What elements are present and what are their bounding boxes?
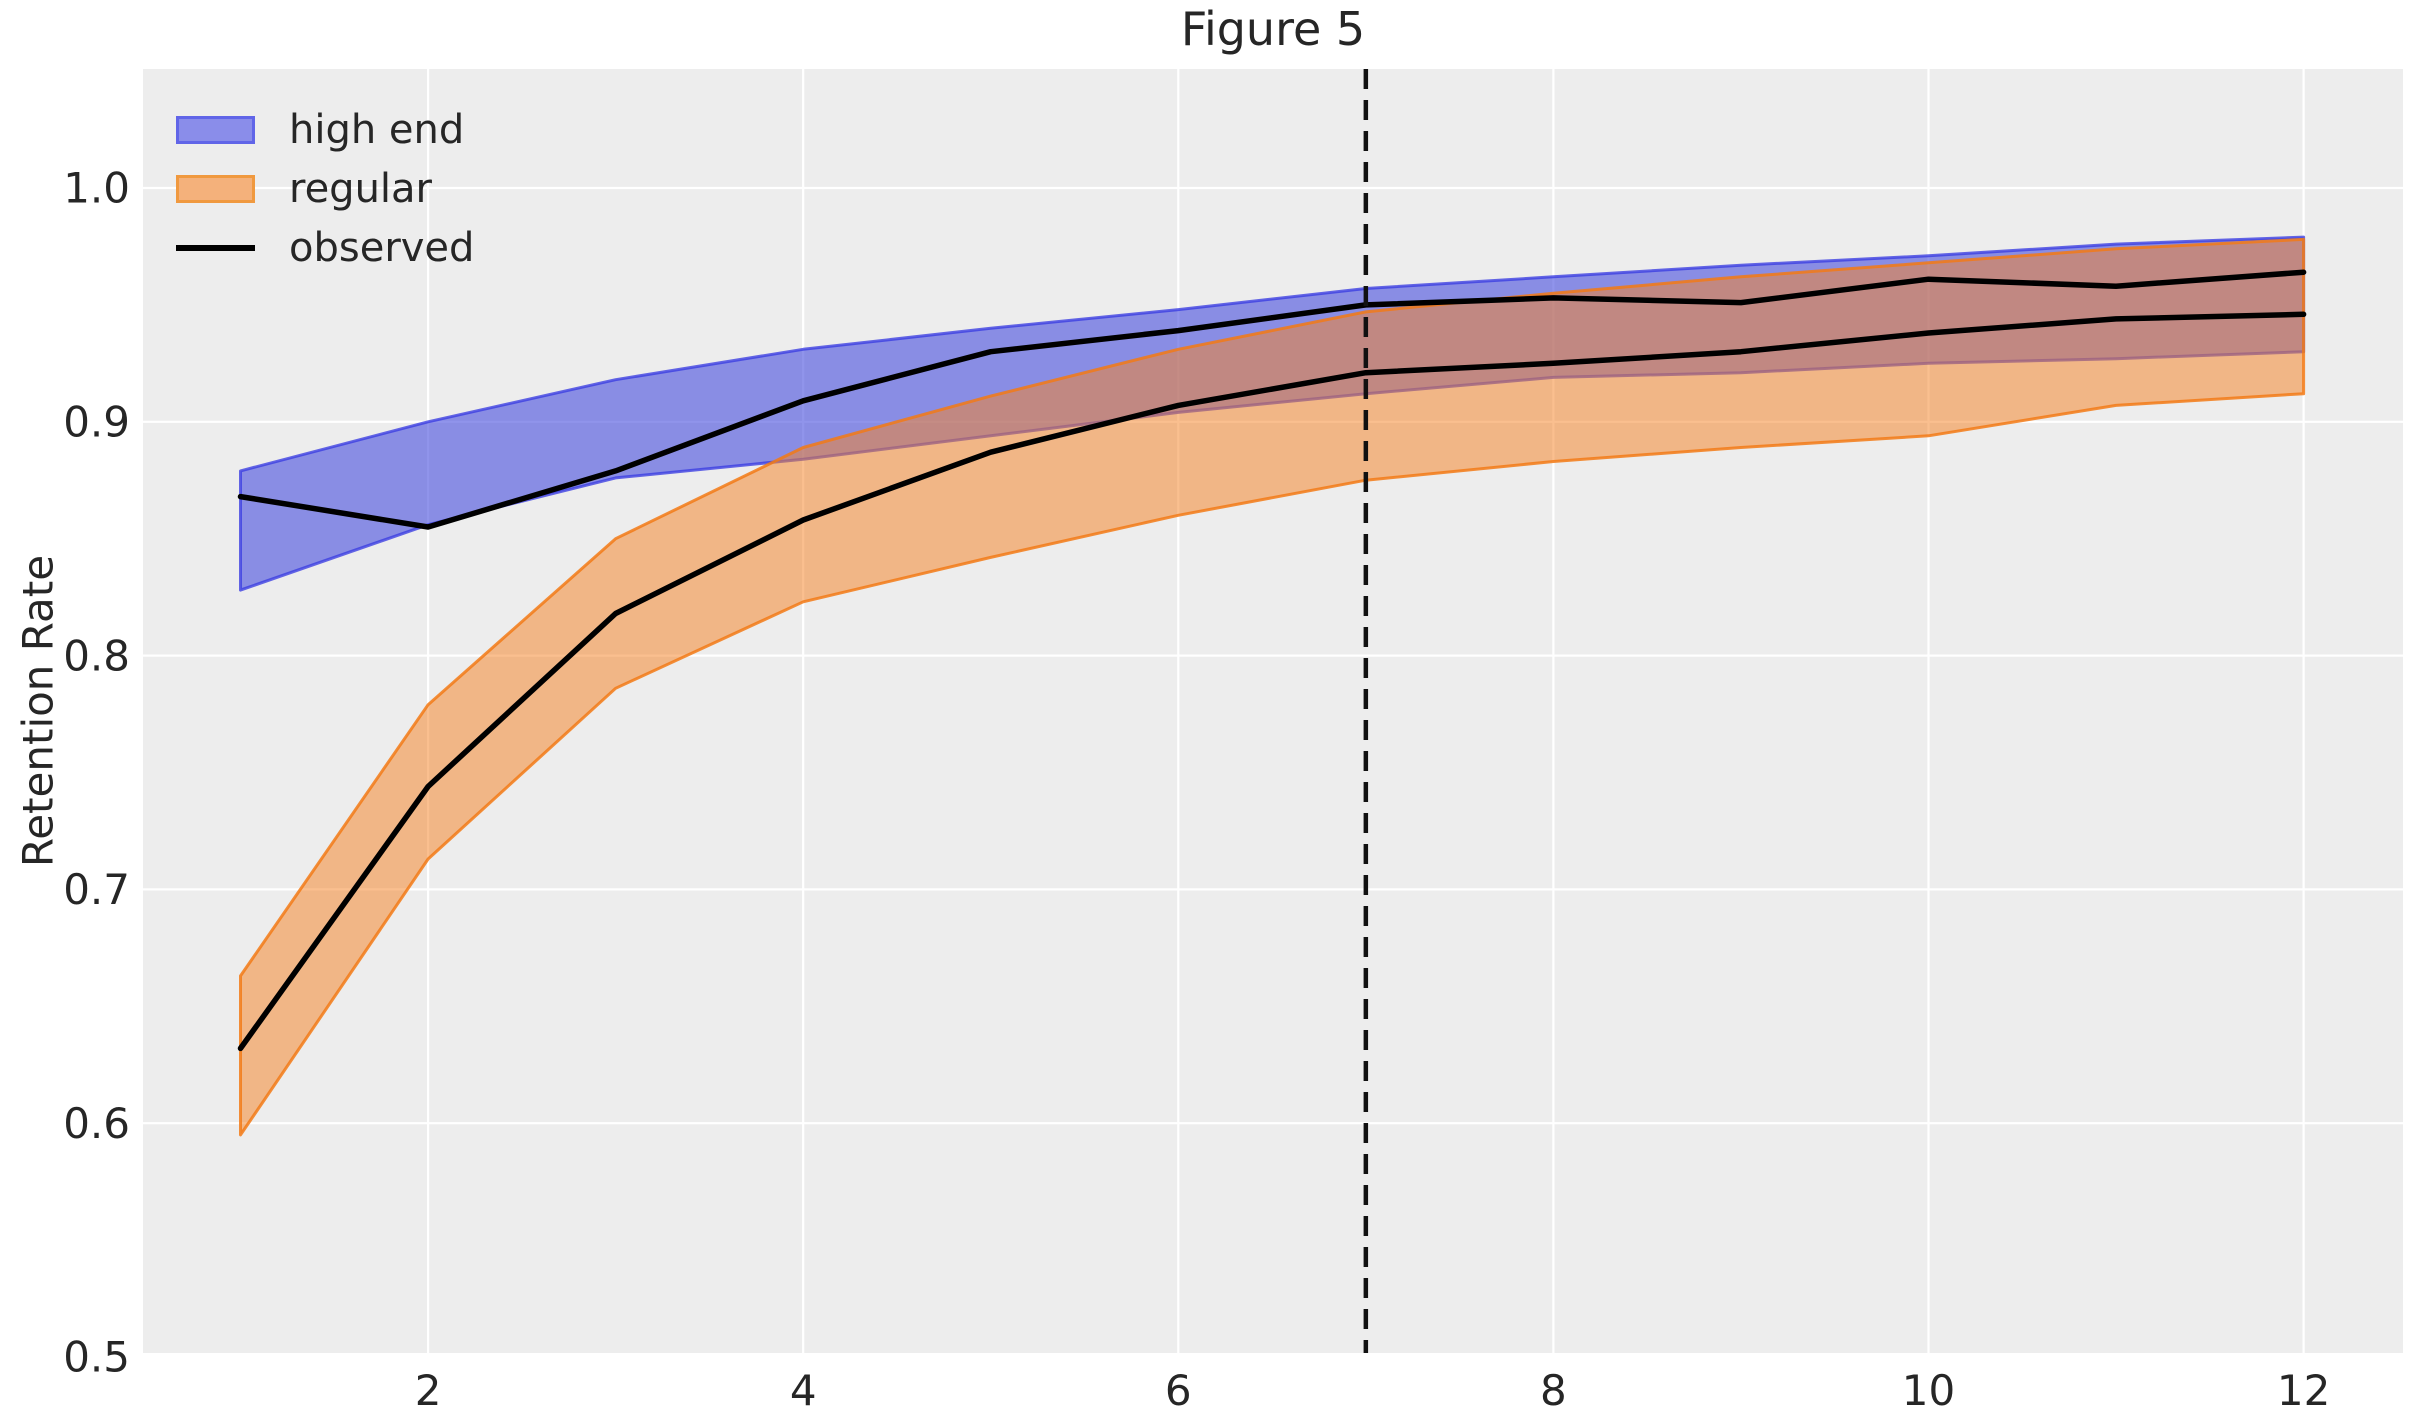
- svg-text:0.9: 0.9: [63, 397, 130, 446]
- legend-label-observed: observed: [289, 224, 475, 271]
- legend-item-high-end: high end: [176, 100, 474, 159]
- svg-text:0.5: 0.5: [63, 1333, 130, 1382]
- svg-text:2: 2: [415, 1366, 442, 1415]
- y-axis-label: Retention Rate: [13, 554, 63, 868]
- svg-text:10: 10: [1902, 1366, 1955, 1415]
- svg-text:12: 12: [2277, 1366, 2330, 1415]
- svg-text:6: 6: [1165, 1366, 1192, 1415]
- svg-text:8: 8: [1540, 1366, 1567, 1415]
- svg-text:0.8: 0.8: [63, 631, 130, 680]
- legend-item-observed: observed: [176, 218, 474, 277]
- legend-item-regular: regular: [176, 159, 474, 218]
- svg-text:1.0: 1.0: [63, 164, 130, 213]
- svg-text:0.6: 0.6: [63, 1099, 130, 1148]
- chart-title: Figure 5: [1180, 2, 1366, 56]
- legend: high end regular observed: [176, 100, 474, 277]
- regular-band-swatch: [176, 174, 255, 203]
- legend-label-regular: regular: [289, 165, 432, 212]
- svg-text:4: 4: [790, 1366, 817, 1415]
- legend-label-high-end: high end: [289, 106, 465, 153]
- svg-text:0.7: 0.7: [63, 865, 130, 914]
- high-end-band-swatch: [176, 115, 255, 144]
- observed-line-swatch: [176, 244, 255, 251]
